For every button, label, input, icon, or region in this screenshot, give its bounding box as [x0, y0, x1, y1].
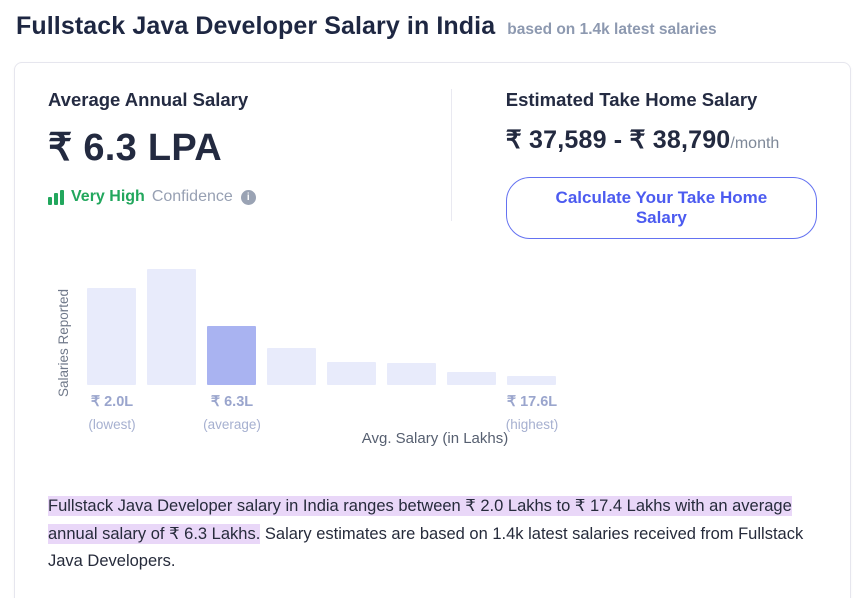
chart-x-axis-title: Avg. Salary (in Lakhs) — [361, 430, 509, 447]
chart-x-axis: ₹ 2.0L (lowest) ₹ 6.3L (average) ₹ 17.6L… — [87, 394, 817, 464]
salary-bar-1 — [87, 288, 136, 385]
tick-lowest: ₹ 2.0L (lowest) — [88, 394, 135, 432]
salary-bar-6 — [387, 363, 436, 385]
chart-bars — [87, 269, 817, 385]
confidence-word: Confidence — [151, 188, 233, 205]
salary-bar-8 — [507, 376, 556, 385]
salary-summary-card: Average Annual Salary ₹ 6.3 LPA Very Hig… — [14, 62, 851, 598]
page-title: Fullstack Java Developer Salary in India — [16, 12, 496, 40]
take-home-range: ₹ 37,589 - ₹ 38,790 — [505, 126, 731, 154]
average-salary-label: Average Annual Salary — [48, 89, 249, 110]
salary-summary-text: Fullstack Java Developer salary in India… — [48, 493, 823, 576]
tick-lowest-caption: (lowest) — [88, 417, 136, 432]
tick-highest-value: ₹ 17.6L — [506, 394, 558, 410]
info-icon[interactable]: i — [240, 189, 256, 205]
page-header: Fullstack Java Developer Salary in India… — [0, 0, 865, 41]
confidence-level: Very High — [71, 188, 145, 205]
tick-average: ₹ 6.3L (average) — [203, 394, 261, 432]
salary-bar-4 — [267, 348, 316, 385]
calculate-take-home-button[interactable]: Calculate Your Take Home Salary — [505, 177, 817, 239]
salary-bar-7 — [447, 372, 496, 385]
confidence-bars-icon — [48, 189, 64, 205]
tick-average-caption: (average) — [203, 417, 261, 432]
summary-text-rest: Salary estimates are based on 1.4k lates… — [48, 524, 804, 571]
chart-y-axis-label: Salaries Reported — [56, 288, 71, 397]
salary-bar-5 — [327, 362, 376, 385]
salary-summary-top: Average Annual Salary ₹ 6.3 LPA Very Hig… — [48, 89, 817, 247]
salary-count-subtitle: based on 1.4k latest salaries — [507, 21, 717, 38]
tick-lowest-value: ₹ 2.0L — [90, 394, 134, 410]
take-home-salary-section: Estimated Take Home Salary ₹ 37,589 - ₹ … — [419, 89, 817, 247]
salary-distribution-chart: Salaries Reported ₹ 2.0L (lowest) ₹ 6.3L… — [48, 269, 817, 469]
take-home-period: /month — [730, 135, 780, 152]
take-home-salary-value: ₹ 37,589 - ₹ 38,790 /month — [506, 125, 817, 155]
average-salary-value: ₹ 6.3 LPA — [48, 127, 222, 169]
take-home-salary-label: Estimated Take Home Salary — [505, 89, 758, 110]
average-salary-section: Average Annual Salary ₹ 6.3 LPA Very Hig… — [48, 89, 419, 247]
tick-average-value: ₹ 6.3L — [210, 394, 254, 410]
salary-bar-2 — [147, 269, 196, 385]
salary-bar-3 — [207, 326, 256, 385]
tick-highest-caption: (highest) — [505, 417, 559, 432]
confidence-row: Very High Confidence i — [48, 188, 419, 206]
vertical-divider — [451, 89, 452, 221]
tick-highest: ₹ 17.6L (highest) — [506, 394, 559, 432]
